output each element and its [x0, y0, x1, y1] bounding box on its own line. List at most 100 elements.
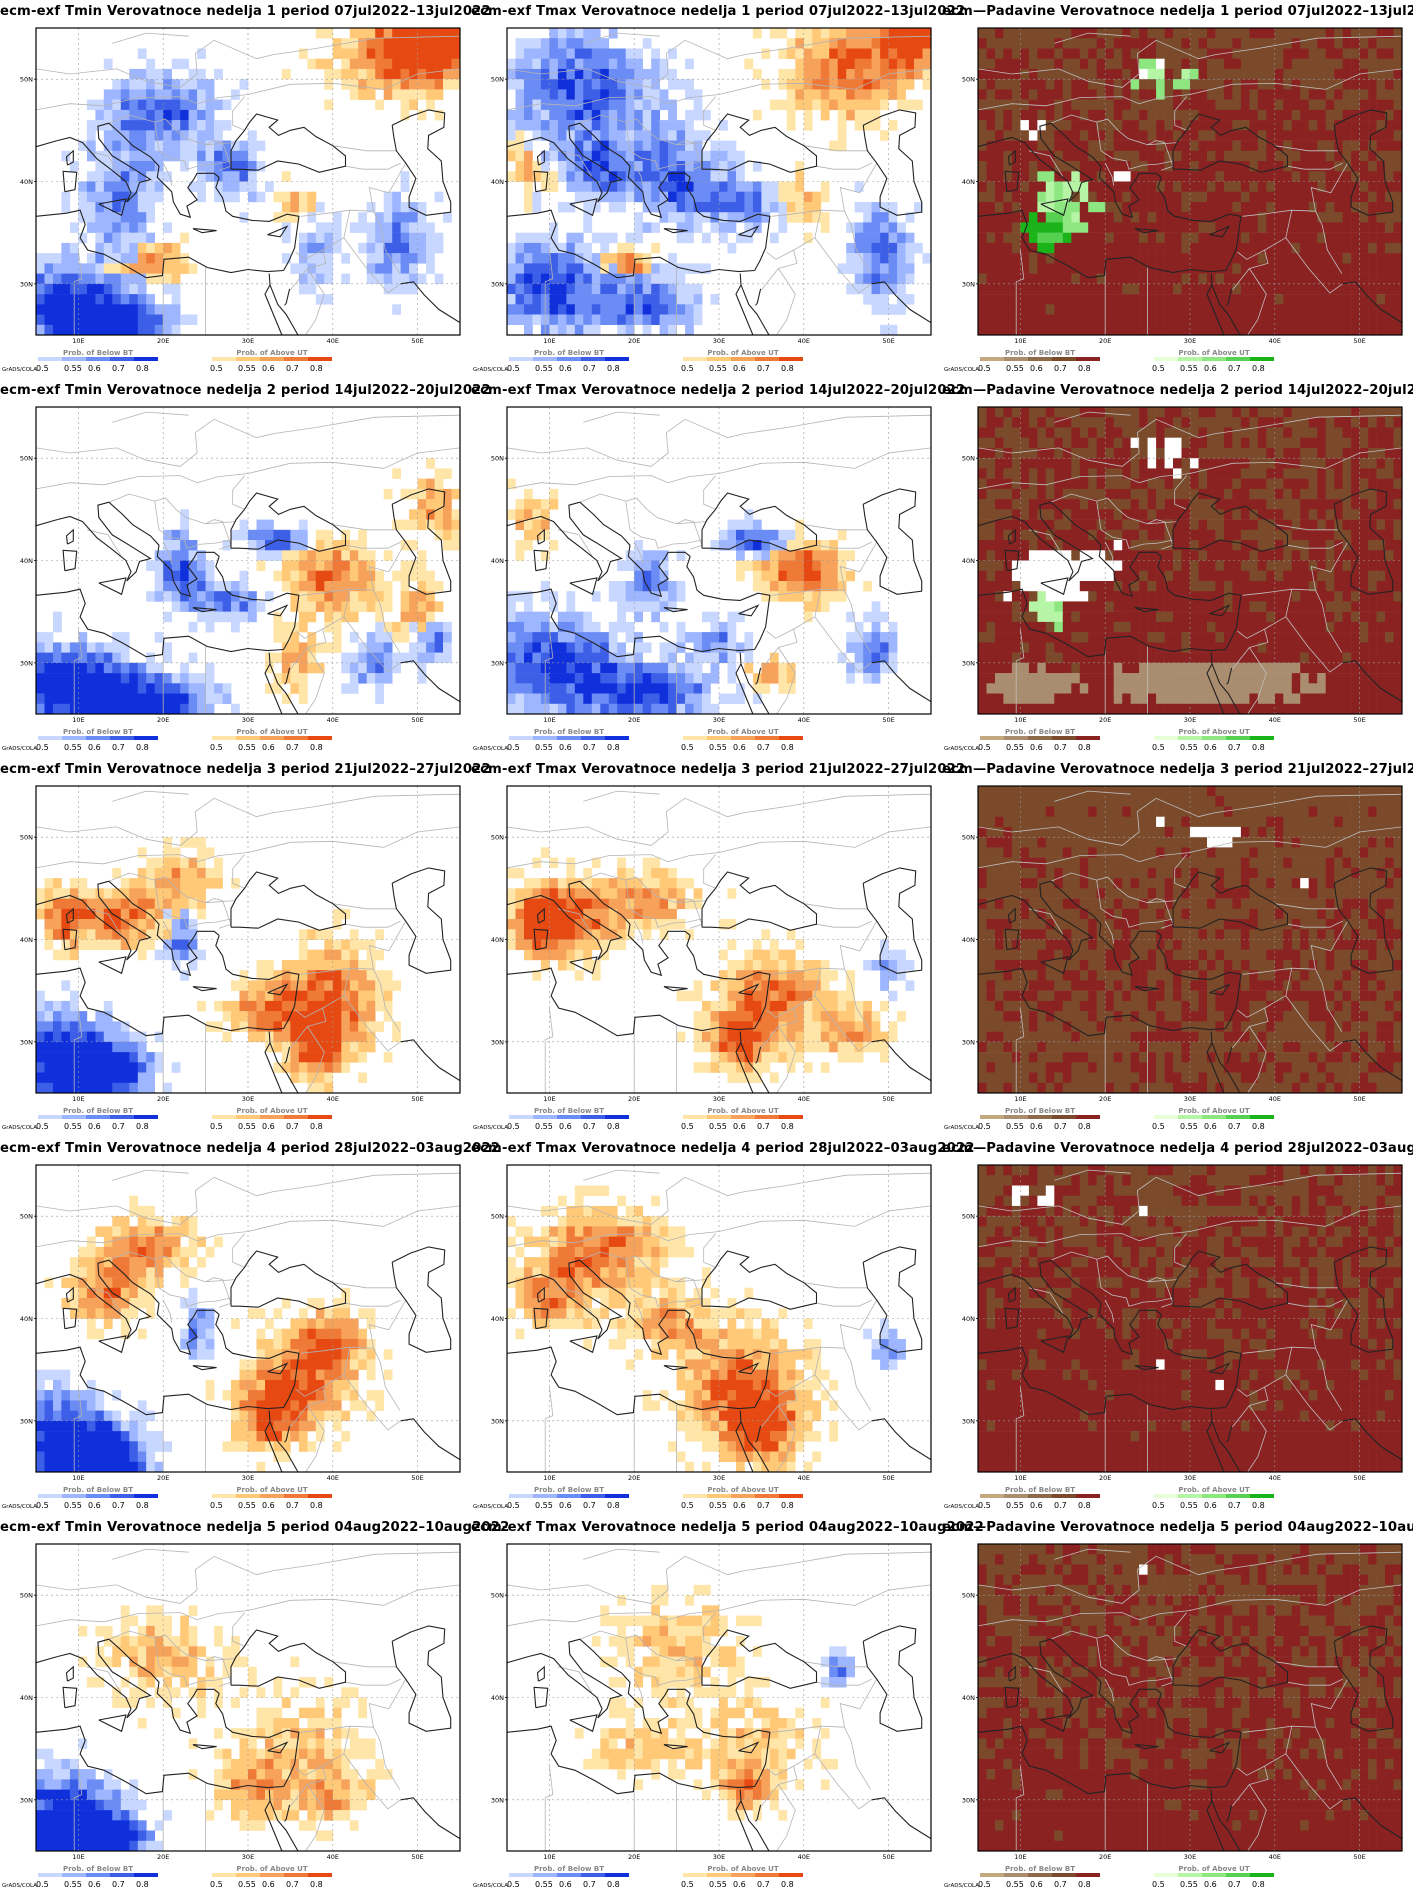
- prob-cell: [685, 89, 694, 100]
- prob-cell: [443, 212, 452, 223]
- prob-cell: [1037, 28, 1047, 39]
- prob-cell: [1054, 407, 1064, 418]
- prob-cell: [820, 38, 830, 49]
- prob-cell: [36, 703, 45, 714]
- prob-cell: [1334, 417, 1343, 428]
- prob-cell: [736, 642, 745, 653]
- prob-cell: [1291, 171, 1301, 182]
- prob-cell: [1028, 79, 1038, 90]
- prob-cell: [129, 120, 139, 131]
- prob-cell: [702, 130, 711, 141]
- coastline: [862, 109, 923, 216]
- prob-cell: [532, 314, 542, 325]
- prob-cell: [265, 540, 274, 551]
- prob-cell: [197, 79, 206, 90]
- prob-cell: [1283, 130, 1293, 141]
- prob-cell: [1079, 499, 1089, 510]
- prob-cell: [583, 48, 593, 59]
- prob-cell: [1240, 304, 1250, 315]
- coastline: [735, 663, 754, 714]
- prob-cell: [281, 652, 291, 664]
- prob-cell: [1291, 120, 1301, 131]
- prob-cell: [180, 662, 189, 674]
- prob-cell: [137, 324, 147, 335]
- legend-value: 0.8: [310, 743, 323, 752]
- prob-cell: [36, 283, 45, 295]
- prob-cell: [995, 232, 1004, 244]
- country-border: [343, 237, 401, 294]
- prob-cell: [540, 642, 550, 653]
- prob-cell: [634, 673, 643, 684]
- prob-cell: [1368, 222, 1377, 233]
- prob-cell: [409, 642, 418, 653]
- prob-cell: [752, 693, 762, 704]
- prob-cell: [231, 161, 240, 172]
- prob-cell: [366, 222, 376, 233]
- prob-cell: [1223, 273, 1233, 285]
- prob-cell: [1088, 58, 1097, 70]
- prob-cell: [332, 232, 342, 244]
- prob-cell: [642, 294, 652, 305]
- prob-cell: [897, 242, 906, 254]
- prob-cell: [400, 109, 410, 121]
- prob-cell: [61, 662, 71, 674]
- prob-cell: [349, 652, 359, 664]
- prob-cell: [36, 662, 45, 674]
- prob-cell: [659, 621, 669, 633]
- prob-cell: [53, 693, 62, 704]
- prob-cell: [383, 283, 393, 295]
- prob-cell: [146, 662, 155, 674]
- prob-cell: [685, 263, 694, 274]
- prob-cell: [583, 294, 593, 305]
- prob-cell: [685, 120, 694, 131]
- coastline: [215, 556, 300, 650]
- prob-cell: [736, 560, 745, 571]
- prob-cell: [676, 632, 686, 643]
- prob-cell: [727, 242, 737, 254]
- prob-cell: [1359, 212, 1369, 223]
- coastline: [98, 577, 127, 596]
- prob-cell: [549, 48, 559, 59]
- prob-cell: [1054, 120, 1064, 131]
- prob-cell: [1156, 458, 1165, 469]
- prob-cell: [642, 161, 652, 172]
- prob-cell: [719, 191, 728, 203]
- prob-cell: [1376, 109, 1386, 121]
- prob-cell: [1215, 263, 1225, 274]
- prob-cell: [103, 222, 113, 233]
- legend-below-title: Prob. of Below BT: [63, 728, 133, 736]
- prob-cell: [1257, 314, 1267, 325]
- legend-swatch: [557, 357, 581, 361]
- prob-cell: [146, 79, 155, 90]
- prob-cell: [1232, 202, 1242, 213]
- prob-cell: [549, 632, 559, 643]
- prob-cell: [95, 242, 105, 254]
- prob-cell: [583, 58, 593, 70]
- prob-cell: [634, 703, 643, 714]
- prob-cell: [1308, 150, 1318, 162]
- prob-cell: [986, 202, 996, 213]
- prob-cell: [417, 109, 427, 121]
- prob-cell: [1325, 222, 1335, 233]
- prob-cell: [392, 662, 401, 674]
- prob-cell: [1385, 273, 1394, 285]
- prob-cell: [1037, 89, 1047, 100]
- prob-cell: [608, 130, 618, 141]
- country-border: [544, 250, 554, 335]
- panel-title: ecm—Padavine Verovatnoce nedelja 2 perio…: [942, 383, 1413, 398]
- prob-cell: [375, 68, 384, 80]
- prob-cell: [854, 283, 864, 295]
- prob-cell: [625, 263, 635, 274]
- prob-cell: [1266, 28, 1276, 39]
- prob-cell: [1308, 478, 1318, 490]
- prob-cell: [1266, 437, 1276, 449]
- prob-cell: [188, 550, 198, 561]
- legend-value: 0.7: [1054, 364, 1067, 373]
- prob-cell: [986, 79, 996, 90]
- prob-cell: [727, 529, 737, 541]
- prob-cell: [549, 171, 559, 182]
- prob-cell: [1215, 314, 1225, 325]
- prob-cell: [383, 58, 393, 70]
